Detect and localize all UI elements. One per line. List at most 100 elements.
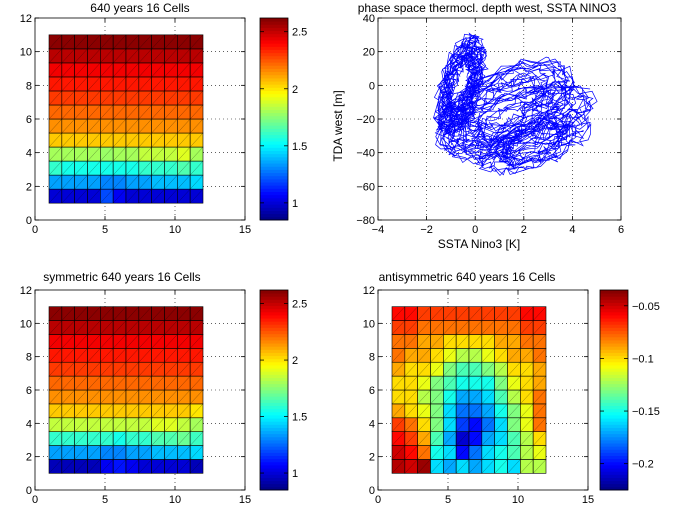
panel-4-cell-diagonal — [533, 431, 547, 446]
panel-4-colorbar-band — [600, 393, 628, 397]
panel-3-cell-diagonal — [138, 348, 152, 363]
panel-3-cell-diagonal — [61, 403, 75, 418]
panel-4-cell-diagonal — [430, 389, 444, 405]
panel-4-cell-diagonal — [468, 389, 482, 405]
panel-3-cell-diagonal — [87, 375, 101, 391]
panel-3-cell-diagonal — [151, 362, 165, 377]
panel-3-cell-diagonal — [61, 306, 75, 321]
panel-3-cell-diagonal — [164, 334, 178, 349]
panel-4-cell-diagonal — [391, 334, 405, 349]
panel-4-cell-diagonal — [520, 431, 534, 446]
panel-1-cell-diagonal — [74, 146, 88, 162]
panel-3-colorbar-band — [260, 408, 288, 413]
panel-4-cell-diagonal — [456, 459, 470, 474]
panel-3-cell-diagonal — [138, 445, 152, 460]
panel-3-cell-diagonal — [74, 348, 88, 363]
panel-4-colorbar-band — [600, 443, 628, 447]
panel-3-ytick-label: 0 — [26, 485, 32, 497]
panel-3-colorbar-band — [260, 311, 288, 316]
panel-1-cell-diagonal — [190, 118, 204, 134]
panel-4-colorbar-band — [600, 296, 628, 300]
panel-3-cell-diagonal — [177, 445, 191, 460]
panel-3-ytick-label: 12 — [20, 285, 32, 297]
panel-3-cell-diagonal — [61, 320, 75, 335]
panel-1-cell-diagonal — [113, 118, 127, 134]
panel-4-colorbar-band — [600, 290, 628, 294]
panel-3-colorbar-band — [260, 374, 288, 378]
panel-1-cell-diagonal — [74, 160, 88, 176]
panel-1-cell-diagonal — [48, 189, 62, 204]
panel-1-colorbar-band — [260, 166, 288, 170]
panel-1-cell-diagonal — [100, 76, 114, 92]
panel-4-colorbar-band — [600, 402, 628, 407]
panel-4-colorbar-band — [600, 324, 628, 328]
panel-4-cell-diagonal — [443, 334, 457, 349]
panel-3-cell-diagonal — [177, 431, 191, 446]
panel-1-colorbar-band — [260, 36, 288, 41]
panel-4-cell-diagonal — [520, 403, 534, 418]
panel-1-cell-diagonal — [113, 189, 127, 204]
panel-1-cell-diagonal — [48, 76, 62, 92]
panel-3-colorbar-band — [260, 455, 288, 460]
panel-1-cell-diagonal — [151, 118, 165, 134]
panel-3-cell-diagonal — [125, 348, 139, 363]
panel-3-cell-diagonal — [125, 459, 139, 474]
panel-3-cell-diagonal — [190, 320, 204, 335]
panel-4-cell-diagonal — [494, 306, 508, 321]
panel-3-cell-diagonal — [151, 375, 165, 391]
panel-1-colorbar-band — [260, 144, 288, 148]
panel-1-cell-diagonal — [151, 90, 165, 106]
panel-1-cell-diagonal — [125, 62, 139, 78]
panel-4-cell-diagonal — [520, 306, 534, 321]
panel-1-colorbar-band — [260, 188, 288, 192]
panel-3-cell-diagonal — [177, 306, 191, 321]
panel-4-cell-diagonal — [443, 348, 457, 363]
panel-4-ytick-label: 12 — [363, 285, 375, 297]
panel-3-cell-diagonal — [74, 417, 88, 432]
panel-4-cell-diagonal — [404, 445, 418, 460]
panel-4-colorbar-band — [600, 352, 628, 357]
panel-1-colorbar-band — [260, 65, 288, 69]
panel-1-cell-diagonal — [190, 189, 204, 204]
panel-1-xtick-label: 10 — [169, 224, 181, 236]
panel-3-cell-diagonal — [164, 375, 178, 391]
panel-1-cell-diagonal — [177, 132, 191, 148]
panel-1-colorbar-band — [260, 134, 288, 139]
panel-3-cell-diagonal — [190, 306, 204, 321]
panel-1-cell-diagonal — [190, 48, 204, 64]
panel-1-cell-diagonal — [125, 34, 139, 49]
panel-1-cell-diagonal — [87, 90, 101, 106]
panel-1-cell-diagonal — [190, 76, 204, 92]
panel-1-cell-diagonal — [138, 174, 152, 190]
panel-1-colorbar-band — [260, 191, 288, 196]
panel-4-cell-diagonal — [533, 417, 547, 432]
panel-4-colorbar-band — [600, 315, 628, 319]
panel-3-cell-diagonal — [100, 334, 114, 349]
panel-3-colorbar-band — [260, 458, 288, 463]
panel-1-cell-diagonal — [190, 174, 204, 190]
panel-4-cell-diagonal — [507, 348, 521, 363]
panel-1-cell-diagonal — [125, 118, 139, 134]
panel-3-colorbar-frame — [259, 289, 289, 491]
panel-1-colorbar-label: 1.5 — [292, 141, 307, 153]
panel-1-cell-diagonal — [151, 76, 165, 92]
panel-1-cell-diagonal — [151, 132, 165, 148]
panel-1-colorbar-band — [260, 106, 288, 110]
panel-3-cell-diagonal — [61, 417, 75, 432]
panel-3-colorbar-band — [260, 343, 288, 347]
panel-1-colorbar-band — [260, 87, 288, 91]
panel-1-cell-diagonal — [177, 104, 191, 120]
panel-4-ytick-label: 4 — [369, 418, 375, 430]
panel-3-colorbar-band — [260, 465, 288, 469]
panel-2-xtick-label: 4 — [569, 224, 575, 236]
panel-4-cell-diagonal — [404, 431, 418, 446]
panel-4-cell-diagonal — [520, 459, 534, 474]
panel-4-cell-diagonal — [507, 306, 521, 321]
panel-3-cell-diagonal — [164, 348, 178, 363]
panel-3-cell-diagonal — [48, 375, 62, 391]
panel-3-cell-diagonal — [100, 362, 114, 377]
panel-3-colorbar-band — [260, 327, 288, 332]
panel-1-cell-diagonal — [138, 76, 152, 92]
panel-4-colorbar-band — [600, 440, 628, 444]
panel-4-cell-diagonal — [430, 375, 444, 391]
